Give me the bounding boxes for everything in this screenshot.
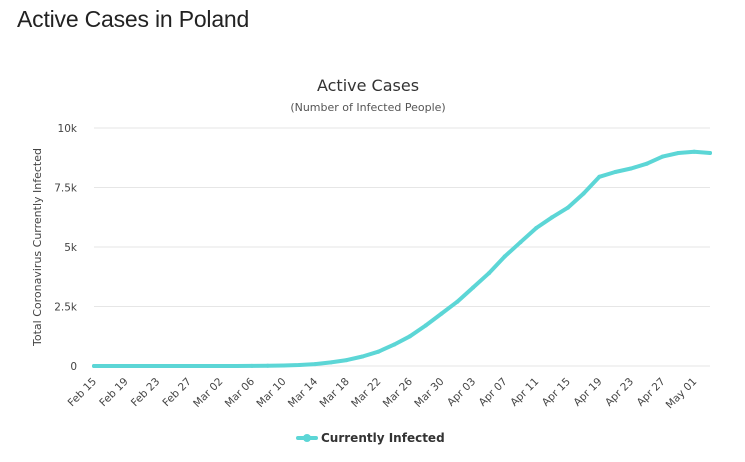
data-point (502, 254, 507, 259)
y-tick-label: 7.5k (54, 183, 78, 195)
data-point (534, 226, 539, 230)
x-tick-label: Apr 15 (540, 376, 573, 409)
data-point (186, 364, 191, 368)
page-title: Active Cases in Poland (17, 6, 250, 32)
data-point (281, 363, 286, 368)
data-point (234, 364, 239, 368)
y-tick-label: 2.5k (54, 302, 78, 314)
chart-subtitle: (Number of Infected People) (290, 101, 445, 114)
data-point (565, 205, 570, 210)
y-tick-label: 0 (70, 361, 77, 373)
data-point (423, 323, 428, 328)
data-point (550, 215, 555, 220)
x-tick-label: Feb 27 (160, 376, 193, 409)
x-tick-label: Apr 07 (477, 376, 510, 409)
data-point (218, 364, 223, 368)
y-tick-label: 5k (64, 242, 78, 254)
data-point (202, 364, 207, 368)
data-point (328, 360, 333, 365)
x-tick-label: Apr 03 (445, 376, 478, 409)
data-point (597, 174, 602, 179)
y-axis-ticks: 0 2.5k 5k 7.5k 10k (54, 123, 78, 373)
x-tick-label: Feb 23 (129, 376, 162, 409)
data-point (708, 151, 712, 155)
x-tick-label: Feb 19 (97, 376, 130, 409)
legend-label: Currently Infected (321, 431, 445, 445)
data-point (171, 364, 175, 368)
y-tick-label: 10k (58, 123, 78, 135)
x-tick-label: Mar 02 (191, 376, 225, 410)
x-tick-label: Mar 14 (286, 375, 321, 410)
data-point (644, 161, 649, 166)
data-point (265, 363, 270, 368)
data-point (692, 149, 697, 154)
x-tick-label: Apr 23 (603, 376, 636, 409)
data-point (629, 166, 633, 171)
data-point (439, 311, 444, 316)
x-tick-label: Mar 22 (349, 376, 383, 410)
data-point (581, 191, 586, 196)
data-point (660, 154, 665, 159)
data-point (407, 334, 412, 339)
data-point (360, 354, 365, 359)
data-point (676, 151, 681, 155)
data-points (92, 149, 712, 368)
data-point (392, 342, 397, 347)
x-tick-label: Apr 11 (508, 376, 541, 409)
data-point (155, 364, 160, 368)
x-tick-label: Mar 18 (318, 376, 352, 410)
y-axis-title: Total Coronavirus Currently Infected (31, 148, 44, 347)
data-point (455, 299, 460, 304)
data-point (123, 364, 128, 368)
x-tick-label: Mar 26 (381, 375, 416, 410)
x-tick-label: Feb 15 (66, 376, 99, 409)
data-point (249, 363, 254, 368)
data-point (92, 364, 96, 368)
data-point (313, 362, 318, 367)
data-point (613, 170, 618, 174)
data-point (107, 364, 112, 368)
chart-title: Active Cases (317, 76, 419, 95)
data-point (376, 349, 381, 354)
x-tick-label: May 01 (664, 376, 700, 412)
data-point (139, 364, 144, 368)
series-line-currently-infected (92, 149, 712, 368)
data-point (297, 363, 302, 367)
grid-lines (94, 127, 710, 367)
data-point (486, 271, 491, 276)
x-tick-label: Mar 30 (412, 376, 446, 410)
data-point (518, 240, 523, 245)
series-layer (92, 149, 712, 368)
x-tick-label: Mar 10 (254, 376, 288, 410)
data-point (344, 358, 349, 363)
x-tick-label: Apr 27 (635, 376, 668, 409)
x-tick-label: Apr 19 (571, 376, 604, 409)
legend[interactable]: Currently Infected (296, 431, 445, 445)
legend-swatch-marker (303, 434, 311, 442)
data-point (471, 285, 476, 290)
x-tick-label: Mar 06 (223, 375, 258, 410)
